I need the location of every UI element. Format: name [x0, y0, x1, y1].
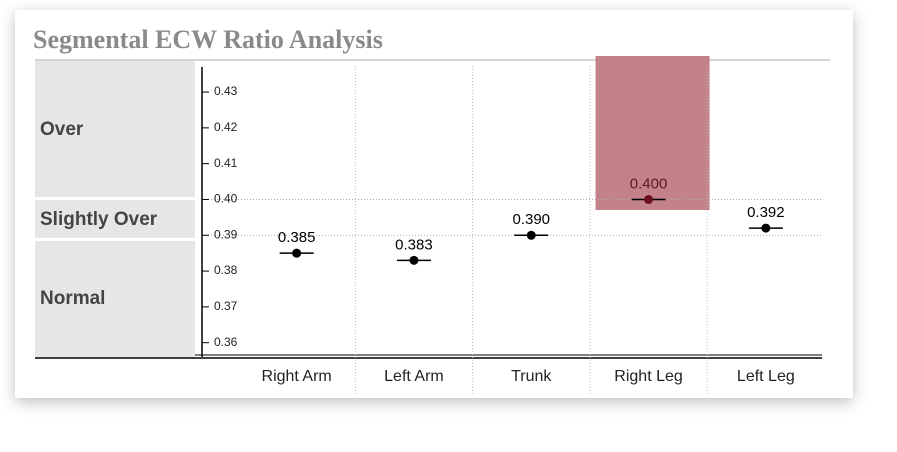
band-bg [35, 200, 195, 238]
x-tick-label: Trunk [511, 368, 552, 385]
point [644, 194, 654, 204]
x-tick-label: Right Arm [262, 368, 332, 385]
y-tick-label: 0.39 [214, 227, 238, 241]
value-label: 0.390 [512, 211, 550, 228]
band-label: Over [40, 119, 84, 140]
y-tick-label: 0.37 [214, 299, 238, 313]
y-tick-label: 0.36 [214, 335, 238, 349]
y-tick-label: 0.40 [214, 192, 238, 206]
point [409, 255, 419, 265]
x-tick-label: Left Leg [737, 368, 795, 385]
value-label: 0.400 [630, 175, 668, 192]
value-label: 0.392 [747, 204, 785, 221]
value-label: 0.385 [278, 229, 316, 246]
y-tick-label: 0.43 [214, 84, 238, 98]
band-label: Slightly Over [40, 209, 158, 230]
y-tick-label: 0.38 [214, 263, 238, 277]
band-label: Normal [40, 288, 105, 309]
y-tick-label: 0.42 [214, 120, 238, 134]
y-tick-label: 0.41 [214, 156, 238, 170]
highlight-box [595, 56, 710, 210]
x-tick-label: Right Leg [614, 368, 683, 385]
band-bg [35, 241, 195, 357]
point [526, 230, 536, 240]
chart-title: Segmental ECW Ratio Analysis [33, 25, 383, 54]
band-bg [35, 61, 195, 197]
value-label: 0.383 [395, 236, 433, 253]
point [292, 248, 302, 258]
point [761, 223, 771, 233]
x-tick-label: Left Arm [384, 368, 444, 385]
